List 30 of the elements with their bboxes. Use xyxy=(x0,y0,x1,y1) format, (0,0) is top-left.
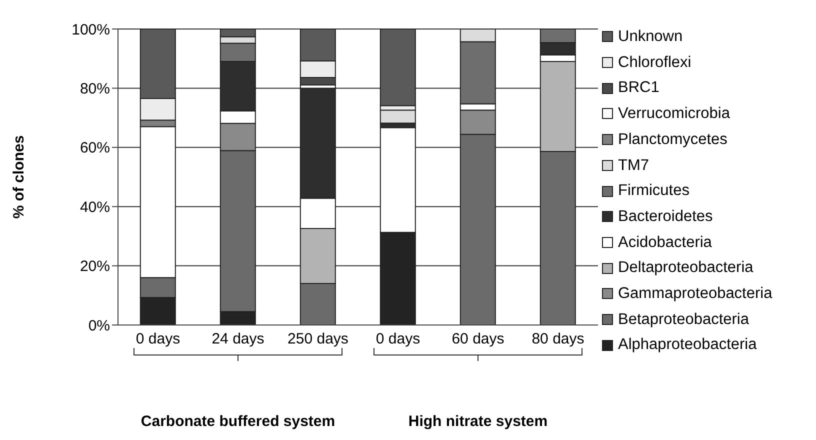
legend-label: Verrucomicrobia xyxy=(618,104,730,124)
legend-label: Firmicutes xyxy=(618,181,690,202)
y-tick-label: 100% xyxy=(72,21,110,38)
legend-label: Betaproteobacteria xyxy=(618,310,749,330)
legend-label: Gammaproteobacteria xyxy=(618,284,772,304)
legend-label: Deltaproteobacteria xyxy=(618,258,754,278)
y-tick-label: 40% xyxy=(80,198,110,216)
legend-label: Alphaproteobacteria xyxy=(618,335,757,356)
legend-label: Unknown xyxy=(618,27,683,47)
legend-label: Acidobacteria xyxy=(618,232,712,253)
y-tick-label: 0% xyxy=(88,317,110,334)
y-tick-label: 60% xyxy=(80,140,110,157)
text: Carbonate buffered system xyxy=(140,413,336,430)
legend-label: Chloroflexi xyxy=(618,52,692,73)
legend-label: Planctomycetes xyxy=(618,130,728,150)
legend-label: Bacteroidetes xyxy=(618,206,713,227)
x-tick-label: 0 days xyxy=(136,330,180,348)
x-tick-label: 80 days xyxy=(532,330,584,348)
x-tick-label: 60 days xyxy=(452,330,504,348)
y-axis-title: % of clones xyxy=(10,135,28,219)
legend-label: BRC1 xyxy=(618,78,660,98)
legend-label: TM7 xyxy=(618,156,649,176)
bar xyxy=(380,29,416,106)
y-tick-label: 80% xyxy=(80,80,110,98)
x-tick-label: 250 days xyxy=(288,330,348,348)
y-tick-label: 20% xyxy=(80,258,110,276)
x-tick-label: 0 days xyxy=(376,330,420,348)
text: High nitrate system xyxy=(408,413,548,430)
x-tick-label: 24 days xyxy=(212,330,264,348)
bar xyxy=(380,110,416,124)
